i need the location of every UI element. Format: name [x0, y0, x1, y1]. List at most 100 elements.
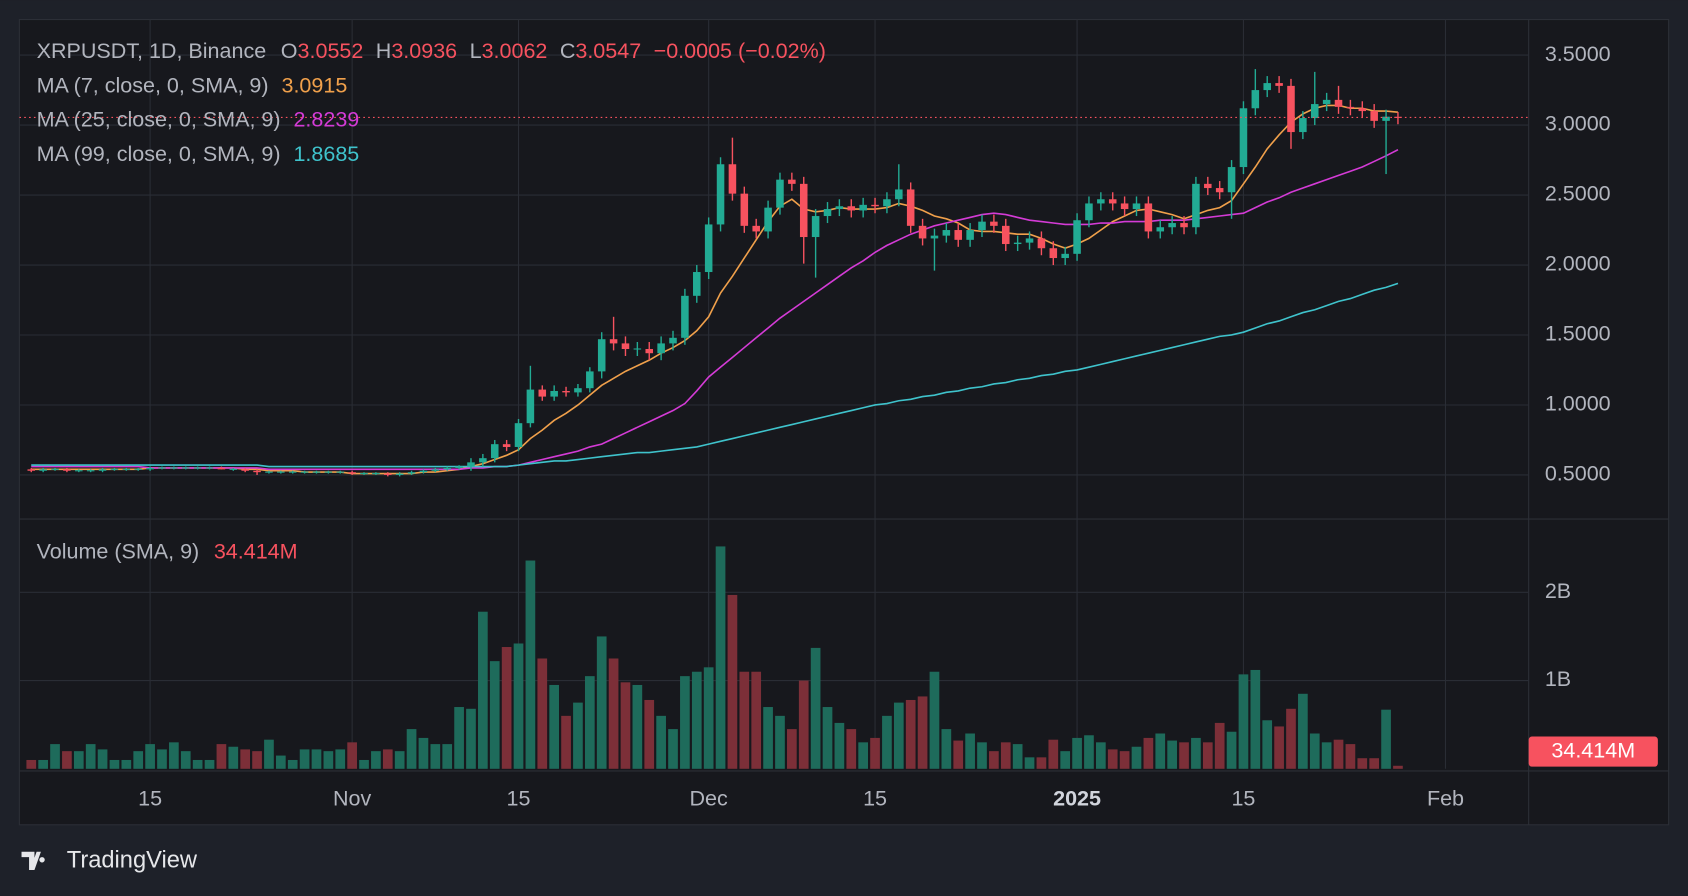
candle-body — [158, 467, 166, 469]
candle-body — [1251, 90, 1260, 109]
candle-body — [360, 473, 368, 475]
volume-bar — [1298, 693, 1308, 769]
moving-average-line — [31, 104, 1399, 475]
open-value: 3.0552 — [298, 39, 364, 63]
ma-value: 3.0915 — [281, 73, 347, 97]
volume-bar — [739, 671, 750, 769]
volume-bar — [834, 722, 845, 769]
candle-body — [229, 468, 238, 470]
candle-body — [1037, 238, 1046, 249]
brand-name: TradingView — [67, 848, 198, 874]
volume-bar — [810, 647, 821, 769]
volume-bar — [573, 702, 583, 769]
volume-bar — [929, 671, 940, 769]
volume-bar — [1155, 733, 1166, 769]
candle-body — [170, 467, 178, 469]
candle-body — [764, 207, 772, 232]
candle-body — [51, 468, 59, 470]
x-tick-label: Nov — [333, 787, 372, 811]
volume-legend: Volume (SMA, 9) 34.414M — [37, 539, 298, 563]
volume-bar — [644, 699, 655, 769]
volume-bar — [418, 737, 429, 769]
volume-bar — [323, 751, 334, 769]
candle-body — [1310, 104, 1319, 119]
candle-body — [930, 235, 939, 239]
labels: XRPUSDT, 1D, Binance O3.0552 H3.0936 L3.… — [21, 39, 1658, 874]
candle-body — [300, 471, 309, 473]
volume-bar — [335, 749, 346, 769]
candle-body — [193, 467, 202, 469]
volume-bar — [751, 671, 762, 769]
candle-body — [1168, 223, 1176, 228]
volume-bar — [691, 671, 702, 769]
candle-body — [205, 467, 214, 469]
volume-bar — [169, 742, 179, 769]
candle-body — [1275, 83, 1283, 86]
candle-body — [63, 469, 71, 471]
brand-logo — [21, 851, 45, 870]
candle-body — [1120, 203, 1129, 210]
x-tick-label: 2025 — [1053, 787, 1101, 811]
volume-bar — [870, 737, 880, 769]
volume-bar — [787, 729, 797, 769]
volume-bar — [275, 755, 286, 769]
y-tick-label: 3.0000 — [1545, 112, 1611, 136]
candle-body — [479, 458, 487, 463]
volume-bar — [121, 759, 132, 769]
volume-bar — [596, 636, 607, 769]
symbol: XRPUSDT, 1D, Binance — [37, 39, 267, 63]
volume-bar — [1072, 737, 1082, 769]
candle-body — [181, 467, 190, 469]
y-tick-label: 2.0000 — [1545, 252, 1611, 276]
candle-body — [883, 199, 891, 207]
candle-body — [1227, 167, 1236, 193]
ohlc-letter: C — [560, 39, 576, 63]
candle-body — [1322, 99, 1331, 105]
volume-bar — [893, 702, 904, 769]
ma-name: MA (25, close, 0, SMA, 9) — [37, 107, 281, 131]
volume-bar — [359, 759, 369, 769]
candle-body — [1370, 111, 1378, 121]
moving-average-line — [31, 282, 1399, 468]
volume-bar — [1143, 737, 1154, 769]
y2-tick-label: 1B — [1545, 667, 1571, 691]
volume-bar — [1191, 737, 1201, 769]
y2-tick-label: 2B — [1545, 579, 1571, 603]
high-value: 3.0936 — [391, 39, 457, 63]
candle-body — [740, 193, 749, 226]
x-tick-label: 15 — [863, 787, 887, 811]
candle-body — [467, 462, 475, 467]
x-tick-label: Feb — [1427, 787, 1464, 811]
change: −0.0005 (−0.02%) — [654, 39, 826, 63]
volume-bar — [1048, 739, 1059, 769]
x-tick-label: 15 — [1231, 787, 1255, 811]
volume-bar — [941, 729, 952, 769]
volume-bar — [240, 749, 251, 769]
volume-bar — [763, 707, 773, 769]
candle-body — [490, 444, 499, 459]
candle-body — [407, 472, 416, 474]
volume-bar — [549, 684, 560, 769]
volume-bar — [1167, 740, 1177, 769]
candle-body — [1061, 253, 1069, 259]
volume-bar — [73, 751, 84, 769]
x-tick-label: 15 — [138, 787, 162, 811]
volume-bar — [1250, 669, 1261, 769]
candle-body — [1263, 83, 1271, 91]
ma-name: MA (7, close, 0, SMA, 9) — [37, 73, 269, 97]
x-tick-label: Dec — [690, 787, 729, 811]
marks — [19, 69, 1529, 769]
candle-body — [1394, 116, 1402, 118]
volume-bar — [917, 696, 928, 769]
candle-body — [669, 337, 677, 344]
candle-body — [621, 343, 630, 350]
volume-bar — [989, 751, 999, 769]
volume-bar — [584, 676, 595, 769]
candle-body — [348, 472, 356, 474]
candle-body — [906, 189, 915, 226]
x-tick-label: 15 — [507, 787, 531, 811]
volume-bar — [1202, 742, 1213, 769]
candle-body — [550, 390, 558, 397]
